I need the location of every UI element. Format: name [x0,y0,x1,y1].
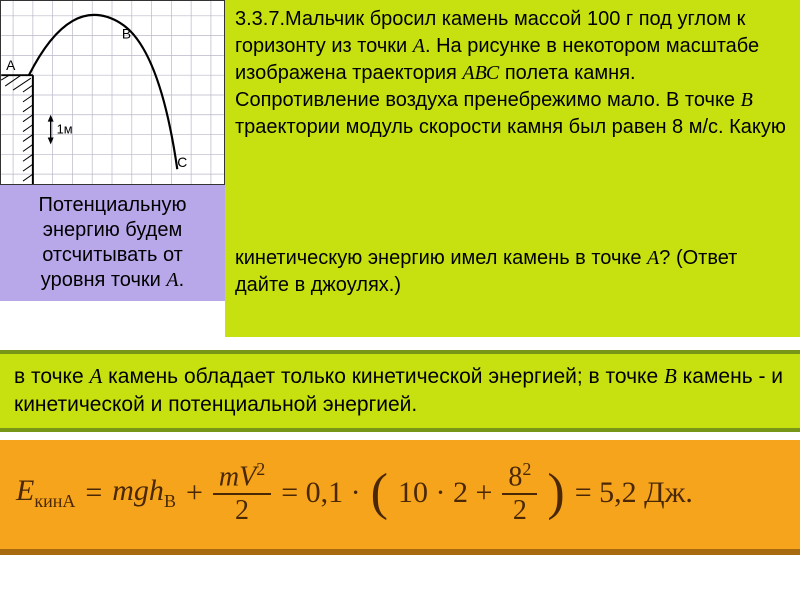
f-plus: + [186,476,203,510]
note-box: Потенциальную энергию будем отсчитывать … [0,185,225,301]
label-C: C [177,154,187,170]
problem-pointA1: А [413,35,425,57]
problem-p3: полета камня. [499,62,635,84]
f-rparen: ) [547,477,564,508]
f-8: 8 [508,461,522,492]
label-scale: 1м [57,122,73,137]
problem-text-top: 3.3.7.Мальчик бросил камень массой 100 г… [225,0,800,245]
f-E: ЕкинА [16,474,75,512]
graph-svg: A B C 1м [1,1,224,184]
energy-statement: в точке А камень обладает только кинетич… [0,350,800,432]
stmt-p1: в точке [14,365,89,388]
note-l3: отсчитывать от [42,244,183,266]
problem-text-bottom: кинетическую энергию имел камень в точке… [225,245,800,337]
label-B: B [122,26,131,42]
problem-p4: Сопротивление воздуха пренебрежимо мало.… [235,89,741,111]
f-den1: 2 [229,495,255,527]
label-A: A [6,57,16,73]
f-B: B [164,491,176,511]
f-E-sym: Е [16,474,34,507]
problem-p5: траектории модуль скорости камня был рав… [235,116,786,138]
formula-box: ЕкинА = mghB + mV2 2 = 0,1 · ( 10 · 2 + … [0,440,800,555]
f-sq2: 2 [522,459,531,479]
note-pointA: А [166,269,178,291]
note-l1: Потенциальную [38,194,186,216]
formula: ЕкинА = mghB + mV2 2 = 0,1 · ( 10 · 2 + … [16,458,784,527]
f-num2: 82 [502,458,537,495]
stmt-p2: камень обладает только кинетической энер… [102,365,664,388]
problem-abc: АВС [462,62,499,84]
f-mgh: mghB [112,474,176,512]
f-mV: mV [219,461,256,492]
problem-p6: кинетическую энергию имел камень в точке [235,247,647,269]
f-num1: mV2 [213,458,271,495]
problem-pointB: В [741,89,753,111]
problem-pointA2: А [647,247,659,269]
note-period: . [179,269,185,291]
f-ten2: 10 · 2 + [398,476,492,510]
note-l2: энергию будем [43,219,182,241]
f-mgh-sym: mgh [112,474,164,507]
stmt-a1: А [89,364,102,388]
f-sq1: 2 [256,459,265,479]
f-kinA: кинА [34,491,75,511]
f-eq3: = 5,2 Дж. [575,476,693,510]
f-lparen: ( [371,477,388,508]
f-eq1: = [85,476,102,510]
f-frac2: 82 2 [502,458,537,527]
f-frac1: mV2 2 [213,458,271,527]
f-eq2: = 0,1 · [281,476,360,510]
note-l4: уровня точки [41,269,167,291]
trajectory-graph: A B C 1м [0,0,225,185]
f-den2: 2 [507,495,533,527]
stmt-b1: В [664,364,677,388]
